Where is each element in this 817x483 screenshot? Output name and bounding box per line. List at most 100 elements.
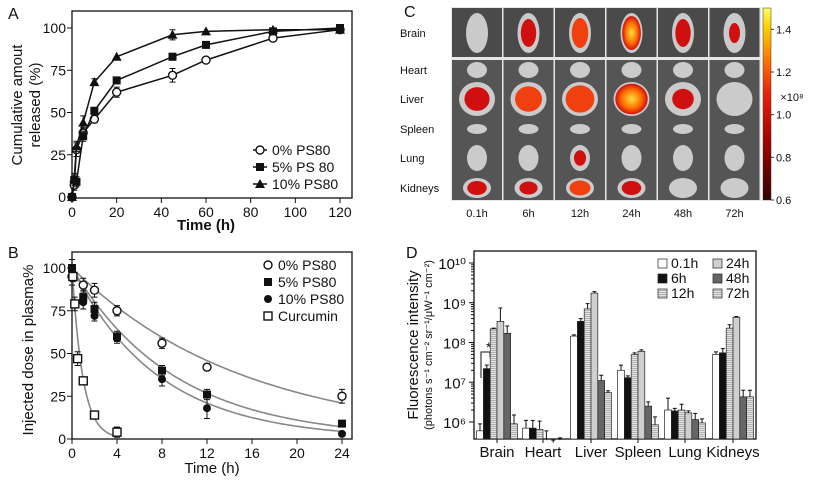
panel-a-legend-marker [256,163,264,171]
panel-a-data-point [201,26,211,36]
panel-d-bar [624,377,632,440]
organ-heart [518,62,539,78]
panel-b-label: B [8,245,19,262]
organ-lung [724,145,745,171]
panel-d-bar [712,354,720,440]
panel-c-imaging: C 0.1h 6h 12h 24h 48h 72h Brain Heart Liver Splee… [400,4,804,220]
panel-a-data-point [167,29,178,39]
panel-d-legend-swatch [712,288,723,299]
panel-a-data-point [79,132,88,141]
panel-d-bar [535,429,544,440]
fluorescence-signal [569,180,591,196]
panel-d-bar [637,350,646,440]
panel-d-error-bar [592,291,597,294]
panel-d-bar [503,332,511,440]
panel-d-error-bar [558,437,562,441]
panel-b-data-point [89,285,100,295]
panel-d-error-bar [551,439,556,443]
panel-d-error-bar [646,401,651,407]
colorbar-tick-label: 1.4 [776,24,791,36]
panel-a-data-point [335,24,345,34]
panel-d-bar [597,380,605,440]
panel-d-bar [671,410,679,440]
panel-d-error-bar [491,327,496,329]
panel-d-error-bar [524,419,528,429]
panel-b-data-point [112,427,122,437]
organ-heart [467,62,487,78]
panel-b-plot-frame [71,251,353,440]
panel-d-error-bar [606,390,610,393]
panel-b-ytick-label: 25 [50,388,66,404]
panel-a-data-point [112,76,121,85]
panel-d-ytick-label: 10¹⁰ [438,256,466,273]
colorbar-tick-label: 0.6 [776,195,791,207]
panel-b-legend-marker [264,295,272,303]
fluorescence-signal [464,87,490,111]
organ-lung [621,145,642,171]
panel-d-legend-swatch [657,288,668,299]
panel-d-bar [529,427,537,440]
panel-d-bar [510,423,518,440]
organ-lung [673,145,693,171]
panel-b-data-point [79,298,88,307]
panel-a-ytick-label: 75 [50,62,66,78]
panel-d-error-bar [693,412,698,420]
panel-d-error-bar [537,420,542,430]
fluorescence-signal [729,23,740,43]
panel-d-legend-label: 72h [726,285,749,301]
panel-d-error-bar [714,351,718,355]
panel-d-ylabel-line1: Fluorescence intensity [405,270,422,420]
organ-liver [716,82,753,116]
panel-d-legend-label: 12h [671,285,694,301]
panel-b-legend-label: 10% PS80 [278,291,344,307]
organ-heart [673,62,693,78]
panel-a-legend-label: 10% PS80 [272,176,338,192]
panel-a-xtick-label: 0 [68,204,76,220]
panel-d-legend-label: 0.1h [671,255,698,271]
panel-a-data-point [201,55,211,65]
panel-d-error-bar [679,403,684,411]
panel-b-xtick-label: 20 [289,445,305,461]
panel-a-data-point [268,24,278,34]
panel-a-xtick-label: 40 [154,204,170,220]
fluorescence-signal [574,150,586,166]
organ-spleen [467,124,487,134]
fluorescence-signal [675,19,691,47]
panel-d-legend-swatch [657,258,668,269]
panel-d-bar [664,409,672,440]
panel-d-fluorescence-chart: D Fluorescence intensity (photons s⁻¹ cm… [405,245,760,461]
panel-a-data-point [167,70,178,81]
panel-d-error-bar [653,416,657,425]
panel-a-xtick-label: 80 [243,204,259,220]
panel-a-legend-label: 0% PS80 [272,142,331,158]
fluorescence-signal [467,181,487,195]
panel-d-error-bar [632,352,637,355]
panel-d-bar [476,430,484,440]
organ-heart [570,62,590,78]
panel-b-data-point [78,376,88,386]
organ-spleen [724,124,745,134]
panel-b-legend-marker [263,311,273,321]
panel-d-error-bar [505,325,510,334]
panel-b-xtick-label: 4 [113,445,121,461]
panel-d-legend-label: 24h [726,255,749,271]
panel-b-plasma-chart: B Injected dose in plasma% Time (h) 0 4 8 1… [8,245,353,477]
panel-d-error-bar [585,303,590,309]
fluorescence-signal [515,86,542,112]
panel-b-data-point [72,353,83,364]
panel-b-legend-label: 0% PS80 [278,257,337,273]
timepoint-label: 48h [674,208,692,220]
organ-lung [518,145,539,171]
organ-heart [724,62,745,78]
organ-heart [621,62,642,78]
panel-a-ylabel-line2: released (%) [27,62,44,147]
panel-b-data-point [90,311,99,320]
panel-d-ytick-label: 10⁶ [443,415,466,432]
organ-spleen [673,124,693,134]
panel-d-bar [583,308,592,440]
fluorescence-signal [520,19,537,47]
panel-b-data-point [337,391,347,401]
panel-b-ytick-label: 100 [43,260,67,276]
imaging-grid-background [451,7,761,201]
timepoint-label: 24h [622,208,640,220]
